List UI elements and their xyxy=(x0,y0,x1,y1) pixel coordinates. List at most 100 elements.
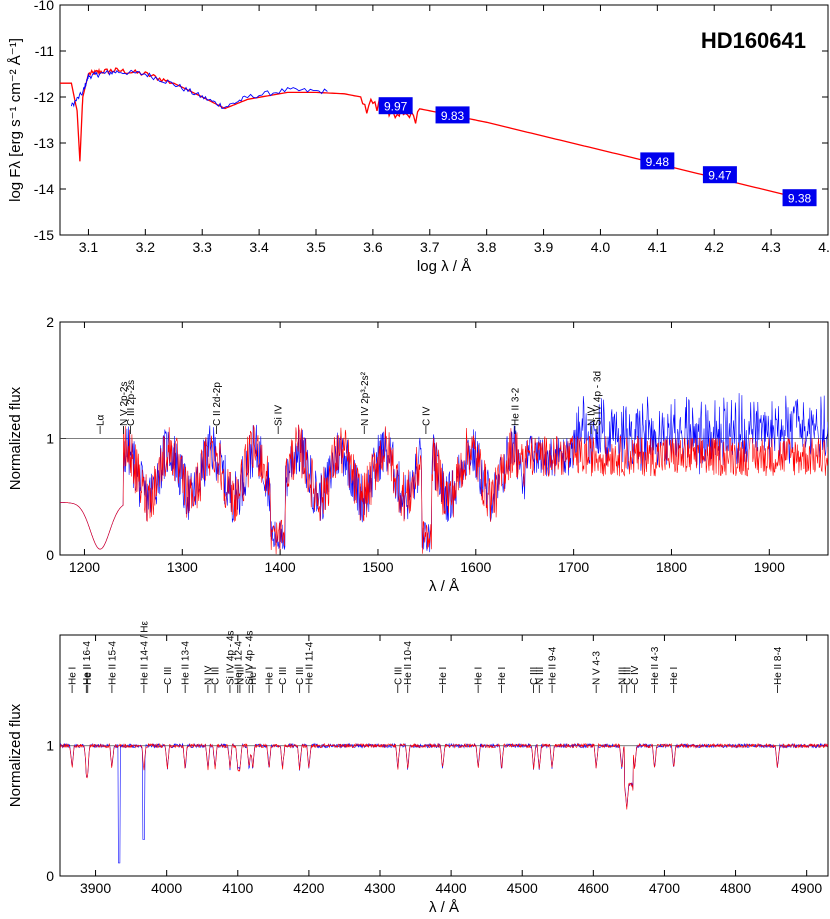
x-tick-label: 3.1 xyxy=(79,239,99,255)
line-id-label: He I xyxy=(669,667,680,685)
x-tick-label: 3.9 xyxy=(534,239,554,255)
x-tick-label: 1400 xyxy=(265,559,296,575)
y-tick-label: -12 xyxy=(34,89,54,105)
line-id-label: He I xyxy=(68,667,79,685)
line-id-label: N IV xyxy=(203,665,214,685)
line-id-label: Si IV xyxy=(274,405,285,426)
y-axis-label: Normalized flux xyxy=(7,703,24,807)
photometry-badge xyxy=(702,166,737,184)
line-id-label: Si IV 4p - 4s xyxy=(225,631,236,685)
sed-panel: HD160641 3.1 3.2 3.3 3.4 3.5 3.6 3.7 3.8 3.9 4.0 4… xyxy=(7,0,830,275)
x-tick-label: 3.3 xyxy=(192,239,212,255)
x-tick-label: 4.0 xyxy=(591,239,611,255)
x-tick-label: 4000 xyxy=(151,880,182,896)
y-tick-label: -13 xyxy=(34,135,54,151)
line-id-label: He II 4-3 xyxy=(650,646,661,685)
photometry-badge-value: 9.83 xyxy=(441,109,465,123)
x-tick-label: 4400 xyxy=(436,880,467,896)
x-tick-label: 4600 xyxy=(578,880,609,896)
line-id-label: He II 16-4 xyxy=(82,641,93,685)
line-id-label: C IV xyxy=(421,406,432,426)
line-id-label: N IV 2p³-2s² xyxy=(360,371,371,426)
photometry-badge-value: 9.48 xyxy=(646,155,670,169)
photometry-badge-value: 9.38 xyxy=(788,192,812,206)
line-id-label: C III xyxy=(295,667,306,685)
line-id-label: He II 15-4 xyxy=(107,641,118,685)
line-id-label: He II 10-4 xyxy=(403,641,414,685)
optical-spectrum-panel: 3900 4000 4100 4200 4300 4400 4500 4600 4700 4800… xyxy=(7,621,829,916)
x-tick-label: 1700 xyxy=(558,559,589,575)
x-tick-label: 1900 xyxy=(754,559,785,575)
line-id-label: He I xyxy=(497,667,508,685)
line-id-label: C III xyxy=(163,667,174,685)
x-tick-label: 4500 xyxy=(507,880,538,896)
line-id-label: Si IV 4p - 4s xyxy=(245,631,256,685)
line-id-label: N III xyxy=(617,667,628,685)
x-tick-label: 4800 xyxy=(720,880,751,896)
x-tick-label: 4300 xyxy=(364,880,395,896)
x-axis-label: λ / Å xyxy=(429,899,459,916)
x-tick-label: 3.4 xyxy=(249,239,269,255)
line-id-label: Lα xyxy=(96,414,107,426)
line-id-label: C III xyxy=(278,667,289,685)
line-id-label: Si IV 4p - 3d xyxy=(593,371,604,426)
y-tick-label: 1 xyxy=(46,431,54,447)
photometry-badge xyxy=(378,97,413,115)
y-tick-label: 2 xyxy=(46,314,54,330)
uv-spectrum-panel: 1200 1300 1400 1500 1600 1700 1800 1900 0 1 2 λ / Å… xyxy=(7,314,829,595)
plot-frame xyxy=(59,634,829,877)
x-tick-label: 1600 xyxy=(460,559,491,575)
line-id-label: He II 3-2 xyxy=(510,387,521,426)
x-tick-label: 1200 xyxy=(69,559,100,575)
spectrum-line xyxy=(60,742,828,810)
line-id-label: N IV xyxy=(587,406,598,426)
line-id-label: C III xyxy=(529,667,540,685)
line-id-label: He I xyxy=(438,667,449,685)
photometry-badge-value: 9.47 xyxy=(708,169,732,183)
y-axis-label: Normalized flux xyxy=(7,386,24,490)
x-tick-label: 3900 xyxy=(80,880,111,896)
line-id-label: He I xyxy=(83,667,94,685)
y-tick-label: -11 xyxy=(35,43,54,59)
line-id-label: N III xyxy=(235,667,246,685)
x-tick-label: 3.2 xyxy=(136,239,156,255)
sed-title: HD160641 xyxy=(701,28,806,53)
plot-frame xyxy=(59,4,829,236)
x-tick-label: 3.5 xyxy=(306,239,326,255)
x-tick-label: 4700 xyxy=(649,880,680,896)
x-tick-label: 4.2 xyxy=(704,239,724,255)
y-tick-label: 1 xyxy=(46,738,54,754)
x-tick-label: 1300 xyxy=(167,559,198,575)
y-tick-label: -15 xyxy=(34,227,54,243)
x-tick-label: 3.7 xyxy=(420,239,440,255)
spectrum-line xyxy=(60,742,828,864)
line-id-label: C III 2p-2s xyxy=(126,380,137,426)
y-tick-label: 0 xyxy=(46,868,54,884)
x-axis-label: log λ / Å xyxy=(417,258,471,275)
x-tick-label: 3.8 xyxy=(477,239,497,255)
line-id-label: He II 14-4 / Hε xyxy=(139,621,150,685)
sed-series-line xyxy=(70,69,328,109)
line-id-label: N V 4-3 xyxy=(592,651,603,685)
photometry-badge xyxy=(435,106,470,124)
line-id-label: He II 13-4 xyxy=(181,641,192,685)
line-id-label: He I xyxy=(474,667,485,685)
photometry-badge-value: 9.97 xyxy=(384,100,408,114)
line-id-label: He I xyxy=(248,667,259,685)
x-tick-label: 4200 xyxy=(293,880,324,896)
line-id-label: N V 2p-2s xyxy=(119,382,130,426)
x-tick-label: 1500 xyxy=(362,559,393,575)
x-tick-label: 4100 xyxy=(222,880,253,896)
spectrum-line xyxy=(60,393,828,553)
photometry-badge xyxy=(782,189,817,207)
line-id-label: He II 8-4 xyxy=(773,646,784,685)
x-tick-label: 1800 xyxy=(656,559,687,575)
y-tick-label: -14 xyxy=(34,181,54,197)
spectrum-line xyxy=(60,424,828,555)
line-id-label: C IV xyxy=(630,665,641,685)
x-tick-label: 4.3 xyxy=(761,239,781,255)
line-id-label: He II 12-4 xyxy=(233,641,244,685)
line-id-label: C III xyxy=(211,667,222,685)
sed-series-line xyxy=(60,67,800,199)
